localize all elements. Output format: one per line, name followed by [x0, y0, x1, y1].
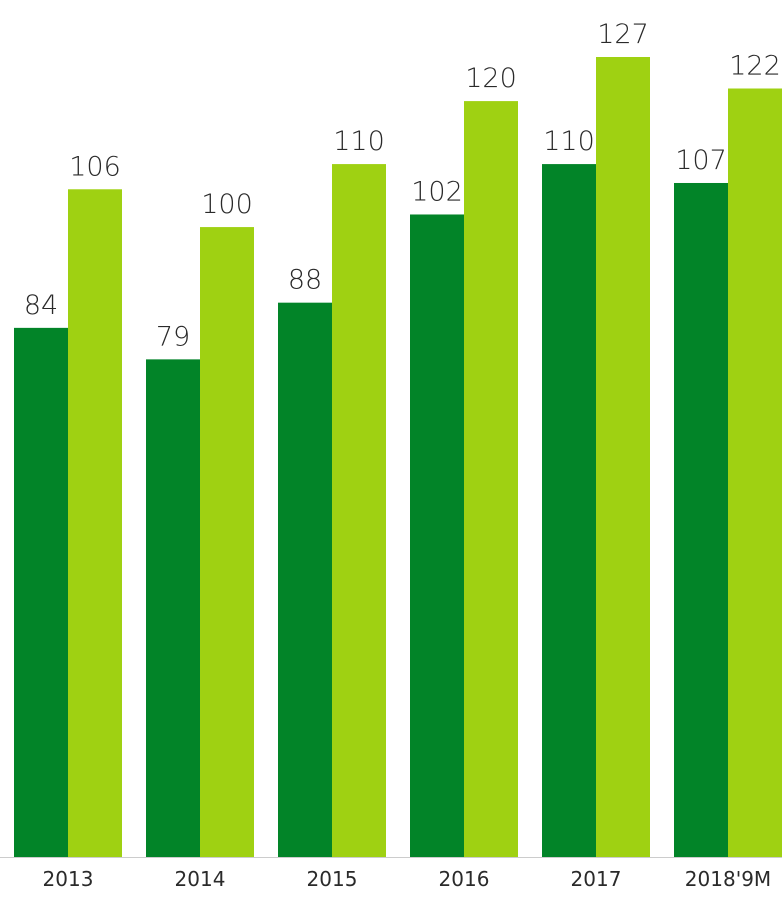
value-label-2018'9M-series-2: 122: [729, 50, 781, 81]
bar-2015-series-2: [332, 164, 386, 857]
x-tick-label-2015: 2015: [307, 867, 358, 891]
value-label-2016-series-1: 102: [411, 176, 463, 207]
value-label-2017-series-1: 110: [543, 126, 595, 157]
value-label-2015-series-1: 88: [288, 265, 322, 296]
bar-2017-series-2: [596, 57, 650, 857]
x-tick-label-2017: 2017: [571, 867, 622, 891]
bar-2018'9M-series-2: [728, 88, 782, 857]
value-label-2014-series-1: 79: [156, 321, 190, 352]
value-label-2016-series-2: 120: [465, 63, 517, 94]
x-tick-label-2014: 2014: [175, 867, 226, 891]
value-label-2013-series-1: 84: [24, 290, 58, 321]
value-label-2013-series-2: 106: [69, 151, 121, 182]
bar-2018'9M-series-1: [674, 182, 728, 857]
bar-2017-series-1: [542, 164, 596, 857]
bars-group: [14, 57, 782, 858]
bar-2014-series-2: [200, 227, 254, 857]
value-label-2015-series-2: 110: [333, 126, 385, 157]
bar-2013-series-1: [14, 327, 68, 857]
bar-2016-series-1: [410, 214, 464, 857]
x-tick-label-2016: 2016: [439, 867, 490, 891]
value-label-2014-series-2: 100: [201, 189, 253, 220]
x-tick-label-2018'9M: 2018'9M: [685, 867, 771, 891]
value-labels-group: 84 106 79 100 88 110 102 120 110 127 107 122: [24, 19, 781, 352]
x-tick-label-2013: 2013: [43, 867, 94, 891]
value-label-2018'9M-series-1: 107: [675, 145, 727, 176]
bar-2015-series-1: [278, 302, 332, 857]
bar-2013-series-2: [68, 189, 122, 858]
value-label-2017-series-2: 127: [597, 19, 649, 50]
x-axis-tick-labels: 2013 2014 2015 2016 2017 2018'9M: [43, 867, 772, 891]
bar-2014-series-1: [146, 359, 200, 857]
bar-2016-series-2: [464, 101, 518, 858]
